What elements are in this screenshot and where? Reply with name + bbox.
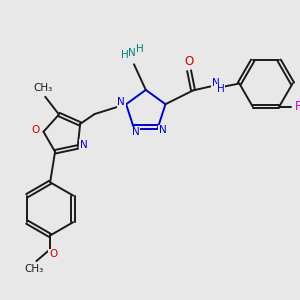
Text: O: O [184,55,194,68]
Text: H: H [217,84,224,94]
Text: N: N [128,49,136,58]
Text: N: N [212,77,220,88]
Text: O: O [32,125,40,135]
Text: H: H [121,50,129,60]
Text: CH₃: CH₃ [25,264,44,274]
Text: O: O [49,249,57,259]
Text: N: N [117,97,125,107]
Text: N: N [80,140,88,150]
Text: F: F [295,100,300,113]
Text: N: N [159,125,167,135]
Text: CH₃: CH₃ [34,83,53,93]
Text: N: N [132,127,140,137]
Text: H: H [136,44,144,53]
